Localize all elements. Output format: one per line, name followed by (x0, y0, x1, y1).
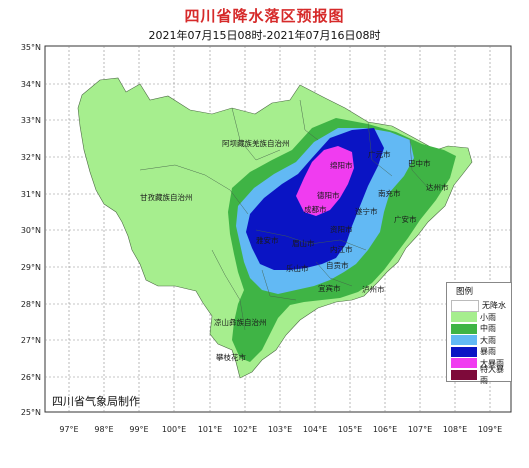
lon-label: 98°E (94, 425, 113, 434)
legend-label: 暴雨 (480, 347, 496, 357)
lat-label: 27°N (21, 336, 41, 345)
region-label-aba: 阿坝藏族羌族自治州 (222, 138, 290, 148)
prefecture-boundaries (139, 99, 431, 331)
legend-item: 特大暴雨 (447, 365, 511, 385)
lon-label: 104°E (303, 425, 327, 434)
legend-label: 小雨 (480, 312, 496, 322)
legend-swatch (451, 312, 477, 323)
region-label-nanchong: 南充市 (378, 188, 401, 198)
downpour-area (296, 146, 354, 216)
lat-label: 34°N (21, 80, 41, 89)
legend-swatch (451, 335, 477, 346)
legend-swatch (451, 299, 479, 312)
lon-label: 101°E (198, 425, 222, 434)
legend-item: 大暴雨 (447, 358, 511, 370)
region-label-liangshan: 凉山彝族自治州 (214, 317, 267, 327)
lon-label: 105°E (338, 425, 362, 434)
lat-label: 33°N (21, 116, 41, 125)
lon-label: 97°E (59, 425, 78, 434)
lon-label: 103°E (268, 425, 292, 434)
lon-label: 100°E (162, 425, 186, 434)
legend-item: 中雨 (447, 323, 511, 335)
legend-swatch (451, 346, 477, 357)
region-label-ziyang: 资阳市 (330, 224, 353, 234)
legend-item: 大雨 (447, 335, 511, 347)
region-label-leshan: 乐山市 (286, 263, 309, 273)
legend-label: 大雨 (480, 335, 496, 345)
legend-label: 大暴雨 (480, 358, 504, 368)
lat-label: 25°N (21, 408, 41, 417)
lat-label: 31°N (21, 190, 41, 199)
region-label-luzhou: 泸州市 (362, 284, 385, 294)
longitude-labels: 97°E 98°E 99°E 100°E 101°E 102°E 103°E 1… (59, 425, 502, 434)
region-label-suining: 遂宁市 (355, 206, 378, 216)
lon-label: 108°E (443, 425, 467, 434)
region-label-chengdu: 成都市 (304, 204, 327, 214)
region-label-deyang: 德阳市 (317, 190, 340, 200)
lat-label: 28°N (21, 300, 41, 309)
legend-swatch (451, 369, 477, 380)
region-label-mianyang: 绵阳市 (330, 160, 353, 170)
lon-label: 107°E (408, 425, 432, 434)
map-title: 四川省降水落区预报图 (184, 7, 345, 25)
lon-label: 106°E (373, 425, 397, 434)
legend-label: 中雨 (480, 324, 496, 334)
region-label-neijiang: 内江市 (330, 244, 353, 254)
place-labels: 阿坝藏族羌族自治州 甘孜藏族自治州 凉山彝族自治州 攀枝花市 绵阳市 广元市 巴… (140, 138, 449, 362)
region-label-guangan: 广安市 (394, 214, 417, 224)
region-label-panzhihua: 攀枝花市 (216, 352, 246, 362)
region-label-zigong: 自贡市 (326, 260, 349, 270)
legend: 图例 无降水 小雨 中雨 大雨 暴雨 大暴雨 特大暴雨 (446, 282, 512, 385)
lat-label: 35°N (21, 43, 41, 52)
legend-swatch (451, 358, 477, 369)
legend-item: 暴雨 (447, 346, 511, 358)
lat-label: 26°N (21, 373, 41, 382)
legend-label: 无降水 (482, 301, 506, 311)
legend-swatch (451, 323, 477, 334)
region-label-dazhou: 达州市 (426, 182, 449, 192)
map-subtitle: 2021年07月15日08时-2021年07月16日08时 (148, 29, 381, 42)
lat-label: 32°N (21, 153, 41, 162)
region-label-bazhong: 巴中市 (408, 158, 431, 168)
sichuan-rain-areas (77, 77, 473, 379)
latitude-labels: 35°N 34°N 33°N 32°N 31°N 30°N 29°N 28°N … (21, 43, 41, 417)
region-label-meishan: 眉山市 (292, 238, 315, 248)
legend-label: 特大暴雨 (480, 364, 504, 385)
region-label-yibin: 宜宾市 (318, 283, 341, 293)
legend-title: 图例 (456, 287, 474, 297)
lat-label: 29°N (21, 263, 41, 272)
region-label-guangyuan: 广元市 (368, 149, 391, 159)
lon-label: 99°E (129, 425, 148, 434)
region-label-ganzi: 甘孜藏族自治州 (140, 192, 193, 202)
legend-item: 小雨 (447, 312, 511, 324)
lon-label: 109°E (478, 425, 502, 434)
lon-label: 102°E (233, 425, 257, 434)
lat-label: 30°N (21, 226, 41, 235)
legend-item: 无降水 (447, 299, 511, 312)
credit-text: 四川省气象局制作 (52, 395, 140, 408)
region-label-yaan: 雅安市 (256, 235, 279, 245)
